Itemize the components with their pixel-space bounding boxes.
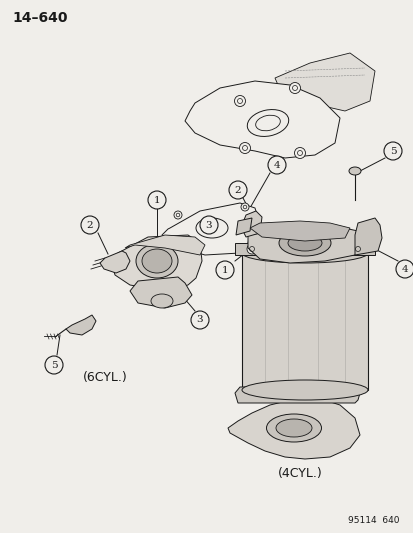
- Circle shape: [178, 237, 187, 245]
- Circle shape: [234, 95, 245, 107]
- Ellipse shape: [242, 243, 367, 263]
- Polygon shape: [185, 81, 339, 158]
- Circle shape: [45, 356, 63, 374]
- Text: 4: 4: [401, 264, 407, 273]
- Text: 95114  640: 95114 640: [348, 516, 399, 525]
- Ellipse shape: [247, 110, 288, 136]
- Ellipse shape: [348, 167, 360, 175]
- Ellipse shape: [287, 235, 321, 251]
- Circle shape: [247, 244, 256, 254]
- Text: (4CYL.): (4CYL.): [277, 466, 322, 480]
- Circle shape: [383, 142, 401, 160]
- Polygon shape: [66, 315, 96, 335]
- Circle shape: [216, 261, 233, 279]
- Polygon shape: [235, 387, 359, 403]
- Text: 1: 1: [221, 265, 228, 274]
- Circle shape: [294, 148, 305, 158]
- Circle shape: [173, 211, 182, 219]
- Ellipse shape: [142, 249, 171, 273]
- Text: (6CYL.): (6CYL.): [83, 372, 127, 384]
- Circle shape: [247, 239, 255, 247]
- Polygon shape: [242, 253, 367, 390]
- Text: 3: 3: [205, 221, 212, 230]
- Circle shape: [190, 311, 209, 329]
- Polygon shape: [112, 235, 202, 291]
- Polygon shape: [130, 277, 192, 308]
- Polygon shape: [228, 398, 359, 459]
- Circle shape: [228, 181, 247, 199]
- Text: 14–640: 14–640: [12, 11, 67, 25]
- Circle shape: [267, 156, 285, 174]
- Circle shape: [147, 191, 166, 209]
- Text: 3: 3: [196, 316, 203, 325]
- Circle shape: [240, 203, 248, 211]
- Circle shape: [239, 142, 250, 154]
- Circle shape: [289, 83, 300, 93]
- Ellipse shape: [242, 380, 367, 400]
- Polygon shape: [354, 218, 381, 255]
- Polygon shape: [247, 225, 359, 263]
- Circle shape: [352, 244, 362, 254]
- Polygon shape: [235, 243, 374, 255]
- Circle shape: [199, 216, 218, 234]
- Ellipse shape: [275, 419, 311, 437]
- Polygon shape: [125, 235, 204, 255]
- Text: 2: 2: [86, 221, 93, 230]
- Polygon shape: [274, 53, 374, 111]
- Ellipse shape: [278, 230, 330, 256]
- Text: 4: 4: [273, 160, 280, 169]
- Text: 2: 2: [234, 185, 241, 195]
- Polygon shape: [235, 218, 252, 235]
- Ellipse shape: [195, 218, 228, 238]
- Polygon shape: [249, 221, 349, 241]
- Polygon shape: [242, 211, 261, 237]
- Polygon shape: [100, 251, 130, 273]
- Ellipse shape: [136, 244, 178, 278]
- Ellipse shape: [266, 414, 321, 442]
- Ellipse shape: [264, 246, 344, 260]
- Text: 5: 5: [389, 147, 395, 156]
- Text: 5: 5: [50, 360, 57, 369]
- Ellipse shape: [151, 294, 173, 308]
- Circle shape: [395, 260, 413, 278]
- Text: 1: 1: [153, 196, 160, 205]
- Circle shape: [81, 216, 99, 234]
- Polygon shape: [161, 203, 259, 255]
